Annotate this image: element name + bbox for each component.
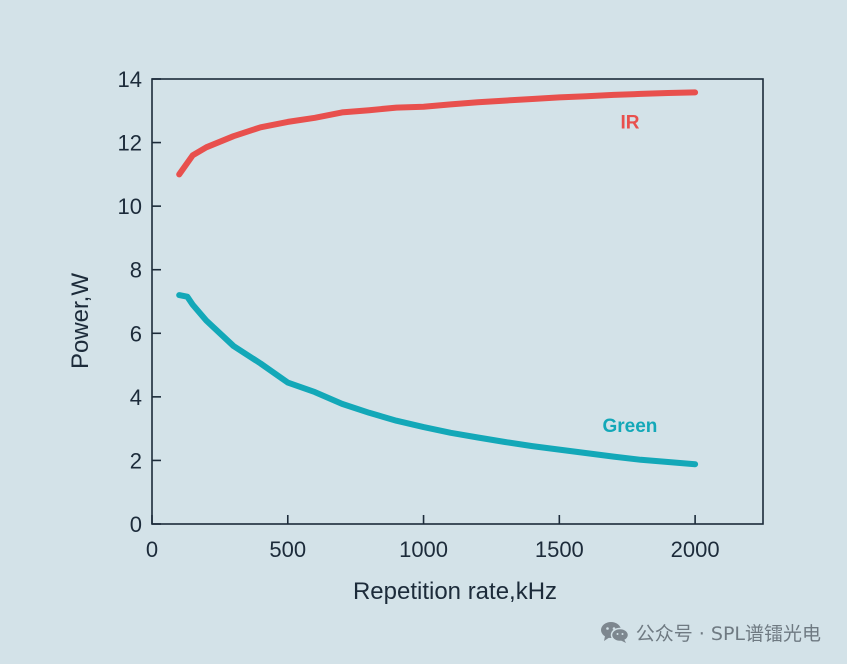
y-axis: 0 2 4 6 8 10 12 14 <box>118 67 161 537</box>
y-tick-label: 2 <box>130 448 142 473</box>
x-axis-label: Repetition rate,kHz <box>353 578 557 605</box>
y-tick-label: 12 <box>118 131 142 156</box>
x-tick-label: 500 <box>269 537 306 562</box>
series-labels: IR Green <box>602 112 657 437</box>
watermark: 公众号 · SPL谱镭光电 <box>600 618 821 646</box>
y-tick-label: 4 <box>130 385 142 410</box>
x-tick-label: 1000 <box>399 537 448 562</box>
x-tick-label: 1500 <box>535 537 584 562</box>
series-label-ir: IR <box>620 112 639 133</box>
y-tick-label: 10 <box>118 194 142 219</box>
wechat-icon <box>600 622 630 643</box>
x-axis: 0 500 1000 1500 2000 <box>146 515 720 562</box>
series-line-ir <box>176 89 699 178</box>
y-axis-label: Power,W <box>67 273 94 369</box>
y-tick-label: 14 <box>118 67 142 92</box>
series-line-green <box>176 292 699 468</box>
x-tick-label: 0 <box>146 537 158 562</box>
x-tick-label: 2000 <box>671 537 720 562</box>
series-lines <box>176 89 699 468</box>
plot-frame <box>151 78 764 525</box>
watermark-text: 公众号 · SPL谱镭光电 <box>635 622 821 645</box>
series-label-green: Green <box>602 416 657 437</box>
y-tick-label: 8 <box>130 258 142 283</box>
y-tick-label: 6 <box>130 321 142 346</box>
plot-frame-box <box>151 78 764 525</box>
y-tick-label: 0 <box>130 512 142 537</box>
